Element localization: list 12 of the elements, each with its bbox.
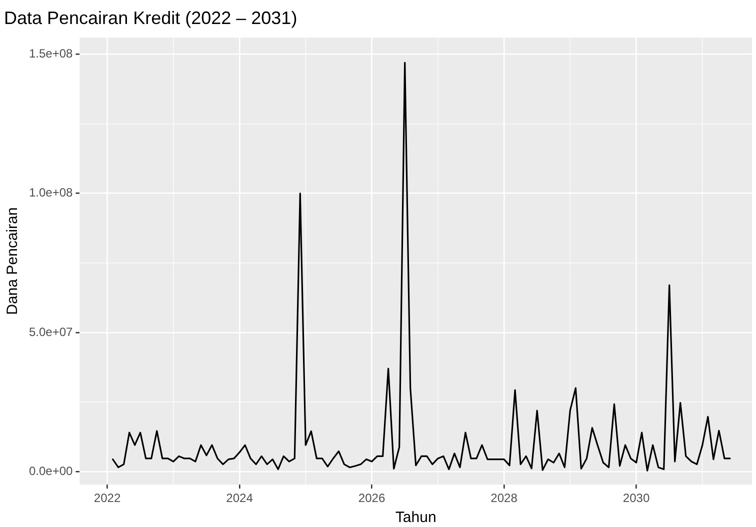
x-axis-title: Tahun: [395, 509, 436, 526]
x-tick-label: 2024: [226, 491, 254, 506]
y-tick-label: 1.5e+08: [28, 46, 74, 61]
chart-title: Data Pencairan Kredit (2022 – 2031): [4, 8, 298, 28]
x-tick-label: 2022: [94, 491, 121, 506]
y-tick-label: 5.0e+07: [28, 324, 74, 339]
x-tick-label: 2030: [622, 491, 650, 506]
x-tick-label: 2028: [490, 491, 518, 506]
y-axis-title: Dana Pencairan: [4, 207, 22, 315]
x-tick-label: 2026: [358, 491, 386, 506]
y-tick-label: 0.0e+00: [28, 464, 74, 478]
y-tick-label: 1.0e+08: [28, 186, 74, 200]
